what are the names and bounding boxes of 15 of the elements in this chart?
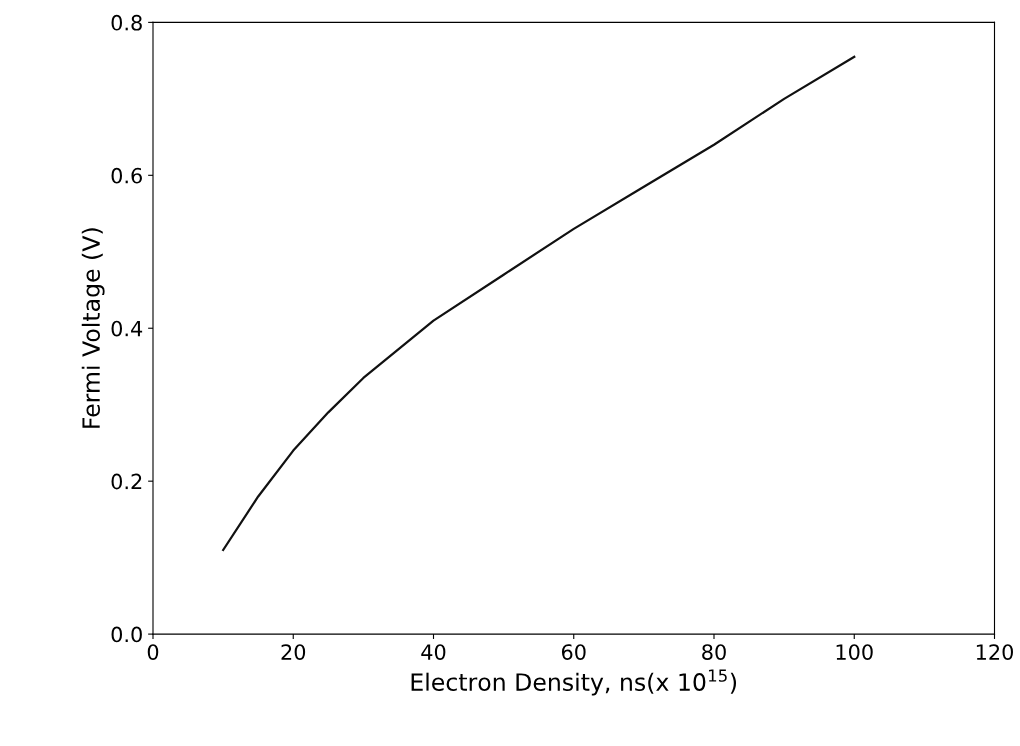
- y-tick-label: 0.8: [111, 14, 142, 31]
- x-tick-label: 60: [561, 644, 586, 660]
- x-tick-label: 40: [421, 644, 446, 660]
- y-tick-label: 0.6: [111, 167, 142, 184]
- x-tick-label: 80: [702, 644, 726, 660]
- y-tick-label: 0.4: [111, 320, 143, 337]
- x-tick-label: 100: [836, 644, 873, 660]
- y-axis-title: Fermi Voltage (V): [81, 228, 105, 428]
- y-tick-label: 0.2: [111, 473, 142, 490]
- x-tick-label: 120: [976, 644, 1013, 660]
- line-series: [222, 55, 856, 552]
- x-axis-title: Electron Density, ns(x 10$^{15}$): [411, 669, 737, 696]
- x-tick-label: 0: [147, 644, 159, 660]
- y-tick-label: 0.0: [111, 626, 142, 643]
- x-tick-label: 20: [281, 644, 306, 660]
